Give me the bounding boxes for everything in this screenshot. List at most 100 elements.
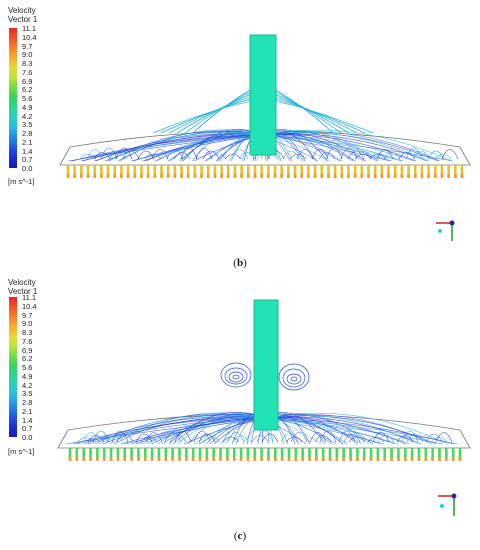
colorbar-tick-label: 2.1 bbox=[22, 137, 33, 147]
outlet-nozzle bbox=[102, 448, 106, 460]
outlet-nozzle bbox=[206, 165, 210, 177]
outlet-nozzle-tip bbox=[206, 174, 210, 178]
outlet-nozzle bbox=[287, 165, 290, 177]
outlet-nozzle-tip bbox=[335, 457, 339, 461]
outlet-nozzle bbox=[376, 448, 380, 460]
outlet-nozzle bbox=[335, 448, 339, 460]
streamline-loop bbox=[376, 149, 394, 160]
streamline-loop bbox=[93, 152, 111, 160]
outlet-nozzle bbox=[273, 448, 277, 460]
streamline-loop bbox=[289, 153, 307, 160]
streamline-loop bbox=[338, 430, 356, 443]
outlet-nozzle bbox=[220, 165, 223, 177]
outlet-nozzle-tip bbox=[200, 174, 203, 178]
streamline bbox=[263, 417, 459, 445]
outlet-nozzle-tip bbox=[140, 174, 143, 178]
streamline-branch bbox=[266, 84, 334, 134]
streamline-loop bbox=[430, 436, 448, 443]
colorbar-tick-label: 0.7 bbox=[22, 424, 33, 434]
panel-b: Velocity Vector 1 11.1 10.4 9.7 9.0 8.3 7.6 6.… bbox=[8, 6, 471, 269]
outlet-nozzle bbox=[373, 165, 377, 177]
streamline-loop bbox=[343, 433, 361, 443]
streamline-loop bbox=[441, 149, 459, 160]
outlet-nozzle-tip bbox=[226, 457, 229, 461]
outlet-nozzle bbox=[267, 165, 270, 177]
outlet-nozzle bbox=[308, 448, 311, 460]
outlet-nozzle bbox=[193, 165, 197, 177]
outlet-nozzle-tip bbox=[397, 457, 400, 461]
outlet-nozzle bbox=[180, 165, 183, 177]
outlet-nozzle-tip bbox=[440, 174, 444, 178]
outlet-nozzle-tip bbox=[178, 457, 181, 461]
outlet-nozzle-tip bbox=[260, 457, 263, 461]
outlet-nozzle-tip bbox=[82, 457, 85, 461]
streamline bbox=[108, 130, 263, 162]
outlet-nozzle-tip bbox=[315, 457, 318, 461]
outlet-nozzle bbox=[321, 448, 325, 460]
outlet-nozzle bbox=[260, 165, 263, 177]
outlet-nozzle-tip bbox=[328, 457, 332, 461]
colorbar-tick-label: 3.5 bbox=[22, 120, 33, 130]
streamline-loop bbox=[319, 430, 337, 443]
outlet-nozzle-tip bbox=[349, 457, 352, 461]
outlet-nozzle bbox=[380, 165, 384, 177]
outlet-nozzle bbox=[420, 165, 424, 177]
outlet-nozzle-tip bbox=[180, 174, 183, 178]
outlet-nozzle-tip bbox=[123, 457, 127, 461]
outlet-nozzle bbox=[315, 448, 318, 460]
colorbar-tick-label: 4.9 bbox=[22, 371, 33, 381]
outlet-nozzle bbox=[460, 165, 464, 177]
streamline bbox=[267, 415, 418, 445]
streamline-loop bbox=[309, 432, 327, 443]
outlet-nozzle-tip bbox=[73, 174, 76, 178]
streamline-loop bbox=[222, 436, 240, 443]
outlet-nozzle bbox=[166, 165, 170, 177]
outlet-nozzle-tip bbox=[327, 174, 330, 178]
streamline-loop bbox=[77, 436, 95, 443]
streamline bbox=[168, 412, 263, 445]
outlet-nozzle-tip bbox=[253, 457, 257, 461]
outlet-nozzle-tip bbox=[120, 174, 123, 178]
recirculation-vortex-right bbox=[278, 363, 310, 391]
streamline-loop bbox=[135, 433, 153, 443]
outlet-nozzle bbox=[440, 165, 444, 177]
streamline-loop bbox=[145, 432, 163, 443]
outlet-nozzle bbox=[80, 165, 83, 177]
outlet-nozzle-tip bbox=[173, 174, 177, 178]
unit-label-c: [m s^-1] bbox=[8, 447, 35, 456]
outlet-nozzle bbox=[349, 448, 352, 460]
outlet-nozzle bbox=[307, 165, 310, 177]
streamline-loop bbox=[209, 153, 227, 160]
streamline bbox=[67, 134, 258, 162]
outlet-nozzle bbox=[143, 448, 147, 460]
outlet-nozzle bbox=[360, 165, 364, 177]
outlet-nozzle-tip bbox=[160, 174, 163, 178]
outlet-nozzle bbox=[417, 448, 421, 460]
outlet-nozzle-tip bbox=[294, 457, 298, 461]
outlet-nozzle bbox=[431, 448, 434, 460]
streamline bbox=[262, 134, 391, 162]
outlet-nozzle-tip bbox=[451, 457, 455, 461]
outlet-nozzle bbox=[186, 165, 190, 177]
outlet-nozzle bbox=[213, 165, 217, 177]
streamline-loop bbox=[198, 433, 216, 443]
outlet-nozzle-tip bbox=[301, 457, 304, 461]
outlet-nozzle-tip bbox=[445, 457, 448, 461]
streamline-loop bbox=[348, 436, 366, 443]
outlet-nozzle-tip bbox=[146, 174, 150, 178]
outlet-nozzle-tip bbox=[308, 457, 311, 461]
outlet-nozzle bbox=[126, 165, 130, 177]
streamline bbox=[145, 134, 261, 162]
outlet-nozzle-tip bbox=[191, 457, 195, 461]
outlet-nozzle bbox=[458, 448, 462, 460]
outlet-nozzle-tip bbox=[267, 174, 270, 178]
outlet-nozzle bbox=[280, 448, 284, 460]
streamline-loop bbox=[372, 432, 390, 443]
outlet-nozzle-tip bbox=[80, 174, 83, 178]
flow-diagram-c bbox=[57, 299, 471, 461]
outlet-nozzle-tip bbox=[356, 457, 359, 461]
outlet-nozzle-tip bbox=[185, 457, 188, 461]
colorbar-tick-label: 2.8 bbox=[22, 398, 33, 407]
outlet-nozzle-tip bbox=[293, 174, 297, 178]
streamline-loop bbox=[405, 147, 423, 160]
